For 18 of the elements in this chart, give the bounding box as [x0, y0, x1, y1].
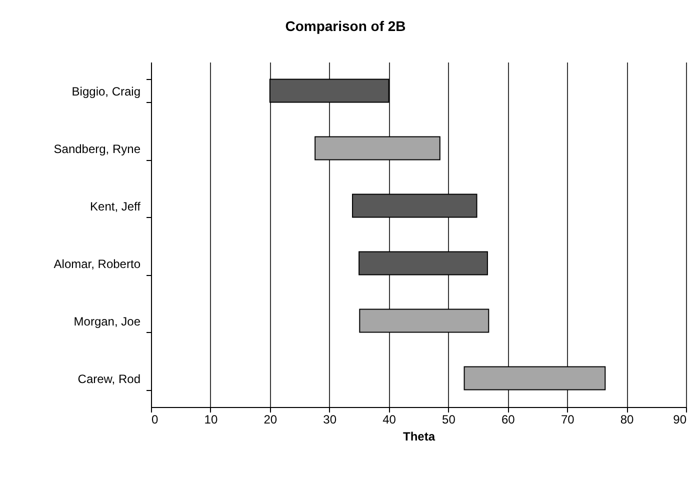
- x-tick-label: 20: [264, 412, 278, 426]
- x-tick-label: 0: [152, 412, 158, 426]
- y-tick-label: Kent, Jeff: [90, 199, 142, 214]
- y-tick-label: Sandberg, Ryne: [54, 142, 141, 156]
- x-tick-label: 70: [560, 412, 575, 426]
- x-tick-label: 80: [620, 412, 634, 426]
- x-tick-label: 50: [442, 412, 456, 426]
- x-tick-label: 90: [673, 412, 687, 426]
- x-tick-label: 30: [323, 412, 337, 426]
- y-tick-label: Biggio, Craig: [72, 84, 140, 98]
- y-tick-label: Alomar, Roberto: [54, 256, 141, 271]
- x-tick-label: 60: [501, 412, 516, 426]
- x-axis-title: Theta: [402, 430, 436, 444]
- chart-title: Comparison of 2B: [285, 18, 406, 34]
- y-tick-label: Morgan, Joe: [74, 314, 141, 328]
- x-tick-label: 40: [382, 412, 396, 426]
- y-tick-label: Carew, Rod: [78, 372, 140, 386]
- x-tick-label: 10: [204, 412, 218, 426]
